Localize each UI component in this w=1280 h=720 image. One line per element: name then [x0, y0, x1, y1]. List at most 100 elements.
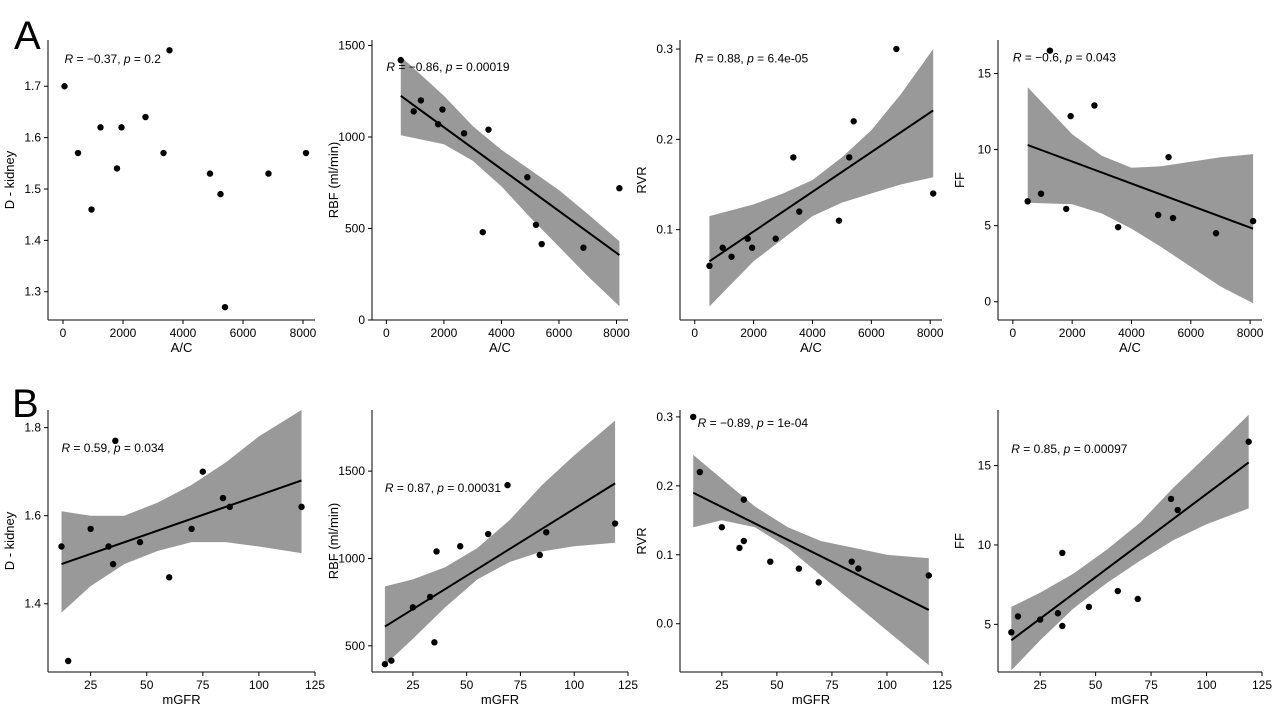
data-point	[1212, 230, 1220, 237]
data-point	[410, 108, 417, 115]
x-tick-label: 25	[406, 678, 420, 692]
x-tick-label: 75	[514, 678, 528, 692]
data-point	[1167, 495, 1175, 503]
regression-line	[708, 109, 934, 263]
data-point	[790, 154, 797, 161]
data-point	[136, 538, 144, 546]
y-tick-label: 0.2	[656, 132, 673, 146]
data-point	[388, 657, 395, 664]
confidence-band	[709, 49, 934, 307]
x-axis-title: A/C	[489, 340, 511, 355]
data-point	[226, 503, 233, 511]
data-point	[88, 206, 95, 213]
data-point	[1174, 506, 1181, 514]
data-point	[265, 170, 272, 177]
x-tick-label: 6000	[1177, 326, 1204, 340]
data-point	[109, 560, 117, 568]
data-point	[188, 525, 195, 533]
y-tick-label: 5	[984, 219, 991, 233]
x-tick-label: 4000	[170, 326, 197, 340]
correlation-annotation: R = −0.37, p = 0.2	[65, 52, 162, 66]
x-tick-label: 100	[1197, 678, 1217, 692]
data-point	[74, 149, 82, 157]
x-axis-title: A/C	[1119, 340, 1141, 355]
data-point	[848, 558, 855, 565]
confidence-band	[1011, 414, 1249, 671]
correlation-annotation: R = 0.85, p = 0.00097	[1011, 442, 1127, 456]
y-tick-label: 0.2	[656, 479, 673, 493]
data-point	[543, 529, 550, 536]
data-point	[706, 262, 713, 270]
correlation-annotation: R = 0.59, p = 0.034	[61, 441, 164, 455]
data-point	[1245, 438, 1252, 445]
y-tick-label: 15	[978, 459, 992, 473]
data-point	[772, 235, 779, 242]
data-point	[64, 657, 72, 665]
annotation-part: = 0.2	[131, 52, 162, 66]
annotation-part: R	[61, 441, 70, 455]
data-point	[616, 185, 623, 192]
data-point	[87, 525, 94, 533]
chart-a4	[1027, 87, 1254, 304]
data-point	[1114, 587, 1121, 595]
correlation-annotation: R = −0.86, p = 0.00019	[386, 60, 509, 74]
data-point	[409, 604, 417, 611]
data-point	[767, 558, 774, 565]
data-point	[485, 126, 492, 133]
x-tick-label: 8000	[290, 326, 317, 340]
x-tick-label: 2000	[431, 326, 458, 340]
data-point	[1169, 214, 1177, 222]
annotation-part: = 0.87,	[394, 481, 438, 495]
data-point	[1063, 205, 1070, 213]
data-point	[433, 548, 440, 555]
y-axis-title: RBF (ml/min)	[326, 503, 341, 580]
y-tick-label: 0	[358, 313, 365, 327]
data-point	[118, 124, 125, 131]
data-point	[1059, 622, 1066, 630]
data-point	[434, 120, 442, 128]
x-tick-label: 100	[564, 678, 584, 692]
x-tick-label: 125	[618, 678, 638, 692]
data-point	[199, 468, 207, 475]
chart-a3	[708, 49, 934, 307]
data-point	[835, 217, 843, 224]
annotation-part: = 0.034	[121, 441, 165, 455]
chart-b1	[61, 410, 302, 613]
annotation-part: = −0.89,	[706, 416, 757, 430]
data-point	[1008, 629, 1015, 636]
data-point	[1059, 549, 1066, 557]
y-tick-label: 10	[978, 143, 992, 157]
y-tick-label: 1.6	[24, 509, 41, 523]
x-tick-label: 100	[249, 678, 269, 692]
data-point	[217, 190, 224, 198]
y-tick-label: 1.7	[24, 79, 41, 93]
regression-line	[384, 482, 616, 628]
y-tick-label: 0.3	[656, 410, 673, 424]
data-point	[696, 468, 704, 476]
correlation-annotation: R = 0.87, p = 0.00031	[385, 481, 501, 495]
data-point	[1154, 211, 1162, 219]
data-point	[105, 543, 112, 550]
x-tick-label: 0	[383, 326, 390, 340]
data-point	[113, 165, 121, 172]
annotation-part: = −0.86,	[395, 60, 446, 74]
data-point	[846, 154, 853, 161]
y-tick-label: 1.6	[24, 131, 41, 145]
x-axis-title: A/C	[800, 340, 822, 355]
y-tick-label: 1500	[338, 464, 365, 478]
y-tick-label: 1000	[338, 551, 365, 565]
x-tick-label: 0	[60, 326, 67, 340]
data-point	[1091, 102, 1098, 109]
data-point	[1036, 616, 1044, 623]
data-point	[221, 303, 229, 311]
data-point	[538, 240, 545, 248]
data-point	[1165, 153, 1172, 161]
confidence-band	[61, 410, 302, 613]
data-point	[744, 235, 751, 242]
y-tick-label: 0.1	[656, 223, 673, 237]
regression-line	[1010, 461, 1250, 642]
confidence-band	[384, 420, 616, 665]
confidence-band	[400, 56, 620, 307]
x-tick-label: 125	[305, 678, 325, 692]
